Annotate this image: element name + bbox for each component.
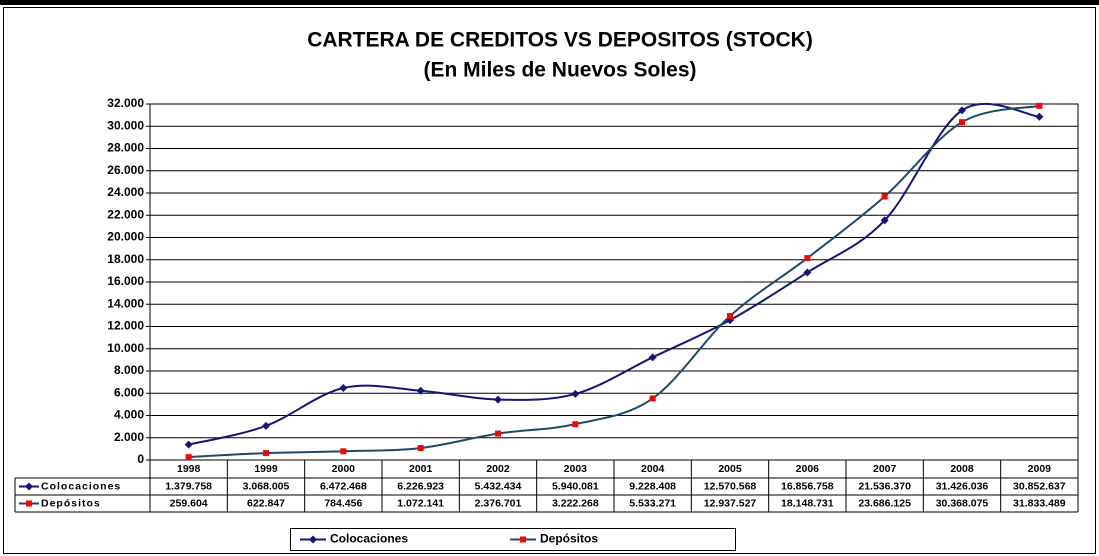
x-tick-label: 2001 (409, 463, 433, 475)
table-cell: 6.226.923 (397, 480, 444, 492)
table-cell: 1.379.758 (165, 480, 212, 492)
marker (881, 193, 888, 200)
table-cell: 5.533.271 (629, 497, 676, 509)
marker (958, 106, 966, 115)
y-tick-label: 32.000 (107, 96, 144, 110)
x-tick-label: 2007 (873, 463, 897, 475)
table-cell: 30.852.637 (1013, 480, 1066, 492)
legend-label: Colocaciones (330, 532, 408, 546)
marker (727, 313, 733, 320)
y-tick-label: 20.000 (107, 230, 144, 244)
marker (26, 500, 32, 507)
marker (185, 454, 192, 461)
chart-title: CARTERA DE CREDITOS VS DEPOSITOS (STOCK) (307, 29, 813, 52)
marker (803, 268, 812, 277)
y-tick-label: 28.000 (107, 141, 144, 155)
marker (340, 448, 347, 455)
marker (572, 421, 579, 428)
table-row-label: Colocaciones (41, 480, 121, 492)
y-tick-label: 26.000 (107, 163, 144, 177)
table-cell: 31.426.036 (936, 480, 989, 492)
table-cell: 784.456 (324, 497, 362, 509)
marker (25, 482, 33, 491)
table-cell: 5.432.434 (475, 480, 522, 492)
chart-frame (3, 7, 1096, 554)
chart-subtitle: (En Miles de Nuevos Soles) (423, 59, 696, 82)
y-tick-label: 16.000 (107, 274, 144, 288)
marker (1035, 112, 1044, 121)
y-tick-label: 10.000 (107, 341, 144, 355)
x-tick-label: 2000 (332, 463, 356, 475)
table-cell: 3.068.005 (243, 480, 290, 492)
table-cell: 5.940.081 (552, 480, 599, 492)
table-cell: 23.686.125 (858, 497, 911, 509)
table-cell: 12.570.568 (704, 480, 757, 492)
legend-label: Depósitos (540, 532, 598, 546)
table-cell: 21.536.370 (858, 480, 911, 492)
y-tick-label: 14.000 (107, 296, 144, 310)
table-cell: 622.847 (247, 497, 285, 509)
table-cell: 18.148.731 (781, 497, 834, 509)
y-tick-label: 18.000 (107, 252, 144, 266)
y-tick-label: 22.000 (107, 207, 144, 221)
marker (648, 353, 657, 362)
y-tick-label: 24.000 (107, 185, 144, 199)
table-cell: 12.937.527 (704, 497, 757, 509)
marker (416, 386, 425, 395)
table-cell: 31.833.489 (1013, 497, 1066, 509)
y-tick-label: 0 (137, 452, 144, 466)
marker (804, 255, 811, 262)
marker (262, 421, 270, 430)
marker (959, 119, 965, 126)
marker (339, 383, 348, 392)
marker (184, 440, 193, 449)
x-tick-label: 2009 (1028, 463, 1052, 475)
table-cell: 3.222.268 (552, 497, 599, 509)
x-tick-label: 2005 (718, 463, 742, 475)
marker (649, 395, 656, 402)
top-bar (0, 0, 1099, 5)
table-row-label: Depósitos (41, 497, 101, 509)
x-tick-label: 1999 (254, 463, 278, 475)
x-tick-label: 2008 (950, 463, 974, 475)
marker (494, 395, 502, 404)
marker (1036, 102, 1043, 109)
y-tick-label: 2.000 (114, 430, 144, 444)
y-tick-label: 6.000 (114, 385, 144, 399)
marker (263, 450, 269, 457)
marker (520, 536, 526, 543)
y-tick-label: 8.000 (114, 363, 144, 377)
x-tick-label: 2004 (641, 463, 665, 475)
marker (417, 445, 424, 452)
table-cell: 1.072.141 (397, 497, 444, 509)
y-tick-label: 12.000 (107, 319, 144, 333)
table-cell: 2.376.701 (475, 497, 522, 509)
table-cell: 30.368.075 (936, 497, 989, 509)
x-tick-label: 2002 (486, 463, 510, 475)
table-cell: 16.856.758 (781, 480, 834, 492)
y-tick-label: 4.000 (114, 408, 144, 422)
x-tick-label: 1998 (177, 463, 201, 475)
marker (571, 389, 580, 398)
table-cell: 6.472.468 (320, 480, 367, 492)
x-tick-label: 2006 (796, 463, 820, 475)
x-tick-label: 2003 (564, 463, 588, 475)
table-cell: 9.228.408 (629, 480, 676, 492)
marker (495, 430, 501, 437)
y-tick-label: 30.000 (107, 118, 144, 132)
table-cell: 259.604 (170, 497, 208, 509)
marker (309, 535, 317, 544)
marker (880, 216, 889, 225)
